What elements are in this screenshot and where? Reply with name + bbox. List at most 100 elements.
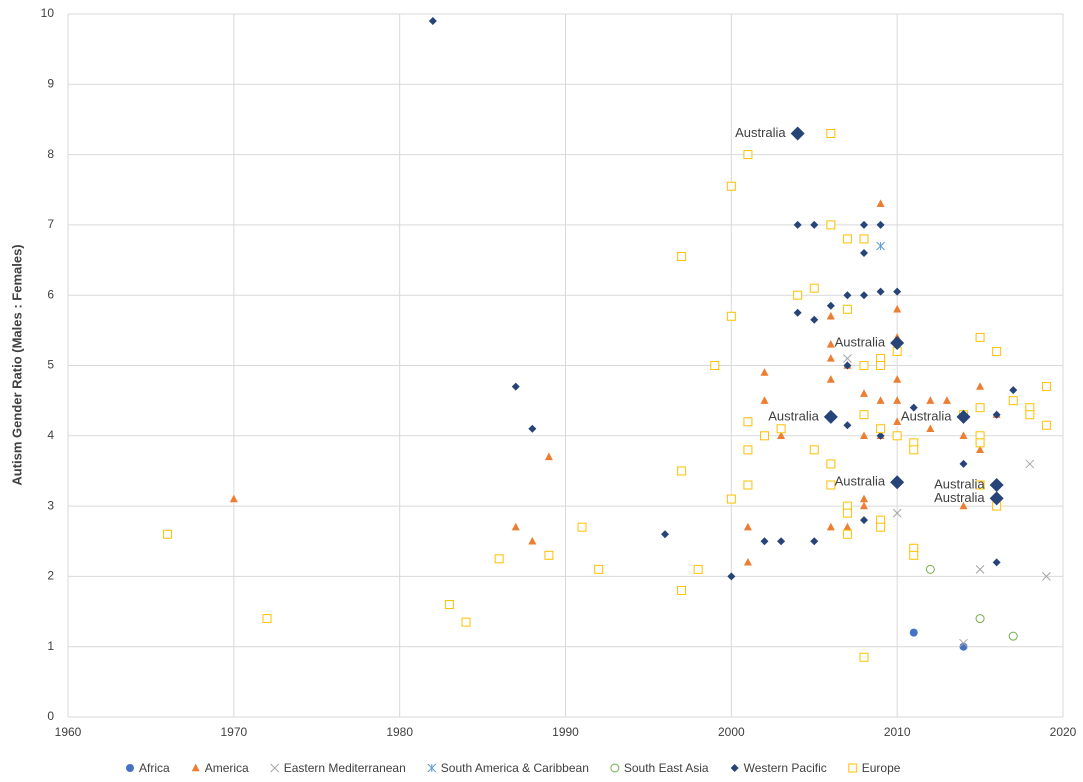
point (893, 287, 902, 296)
point (909, 403, 918, 412)
y-tick-label: 8 (47, 147, 54, 161)
annotation-marker (823, 409, 838, 424)
annotation-marker (956, 409, 971, 424)
point (975, 438, 985, 448)
x-tick-label: 1980 (386, 725, 413, 739)
point (760, 537, 769, 546)
legend-marker (270, 763, 280, 773)
point (760, 396, 769, 404)
point (859, 361, 869, 370)
point (677, 585, 687, 595)
point (1042, 572, 1051, 581)
legend-marker (730, 764, 739, 772)
point (860, 291, 868, 300)
x-tick-label: 2010 (884, 725, 911, 739)
legend-label: America (205, 761, 249, 775)
point (909, 550, 919, 560)
point (743, 445, 753, 455)
point (760, 368, 769, 376)
point (826, 522, 835, 531)
y-tick-label: 7 (47, 217, 54, 231)
annotation-label: Australia (835, 474, 886, 489)
point (726, 181, 736, 191)
point (809, 283, 819, 293)
point (511, 522, 520, 531)
point (859, 234, 869, 244)
point (262, 614, 272, 624)
point (594, 564, 604, 574)
point (893, 396, 902, 404)
point (860, 516, 868, 525)
legend-label: South America & Caribbean (441, 761, 589, 775)
y-tick-label: 2 (47, 569, 54, 583)
point (859, 410, 869, 420)
point (860, 249, 868, 258)
point (843, 354, 852, 363)
legend-marker (126, 764, 134, 772)
point (577, 522, 587, 532)
point (776, 424, 786, 434)
point (876, 396, 885, 404)
annotation-label: Australia (934, 476, 985, 491)
annotation-marker (989, 478, 1004, 493)
point (1041, 382, 1051, 392)
point (926, 396, 935, 404)
point (826, 220, 836, 230)
point (876, 522, 886, 532)
legend-label: Africa (139, 761, 170, 775)
point (859, 652, 869, 662)
point (860, 494, 868, 503)
point (893, 375, 902, 383)
legend-marker (427, 763, 437, 773)
point (860, 431, 868, 439)
point (444, 600, 454, 610)
point (826, 301, 835, 310)
point (793, 220, 802, 229)
point (975, 614, 985, 624)
point (925, 564, 935, 574)
point (843, 291, 852, 300)
point (976, 445, 985, 454)
point (826, 354, 835, 362)
point (743, 480, 753, 490)
point (893, 417, 902, 425)
annotation-label: Australia (835, 334, 886, 349)
point (843, 421, 852, 430)
annotation-label: Australia (735, 125, 786, 140)
point (1008, 396, 1018, 406)
point (677, 466, 687, 476)
legend-marker (848, 763, 858, 773)
point (959, 501, 968, 510)
annotation-marker (890, 336, 905, 351)
point (992, 346, 1002, 356)
point (876, 241, 885, 251)
point (942, 396, 951, 404)
legend-label: Europe (862, 761, 901, 775)
point (810, 220, 819, 229)
point (893, 304, 902, 313)
point (528, 424, 537, 433)
point (544, 452, 553, 461)
point (810, 537, 819, 546)
legend-label: South East Asia (624, 761, 709, 775)
x-tick-label: 1990 (552, 725, 579, 739)
point (975, 403, 985, 413)
legend-marker (191, 763, 200, 772)
point (860, 220, 868, 229)
x-tick-label: 2020 (1050, 725, 1077, 739)
y-tick-label: 5 (47, 358, 54, 372)
point (992, 410, 1001, 419)
point (842, 234, 852, 244)
point (229, 494, 238, 503)
point (926, 424, 935, 432)
point (876, 220, 885, 229)
point (826, 459, 836, 469)
y-tick-label: 4 (47, 428, 54, 442)
x-tick-label: 2000 (718, 725, 745, 739)
point (661, 530, 669, 539)
point (959, 638, 968, 648)
legend-label: Western Pacific (744, 761, 827, 775)
point (975, 332, 985, 342)
point (760, 431, 769, 441)
point (726, 311, 736, 321)
